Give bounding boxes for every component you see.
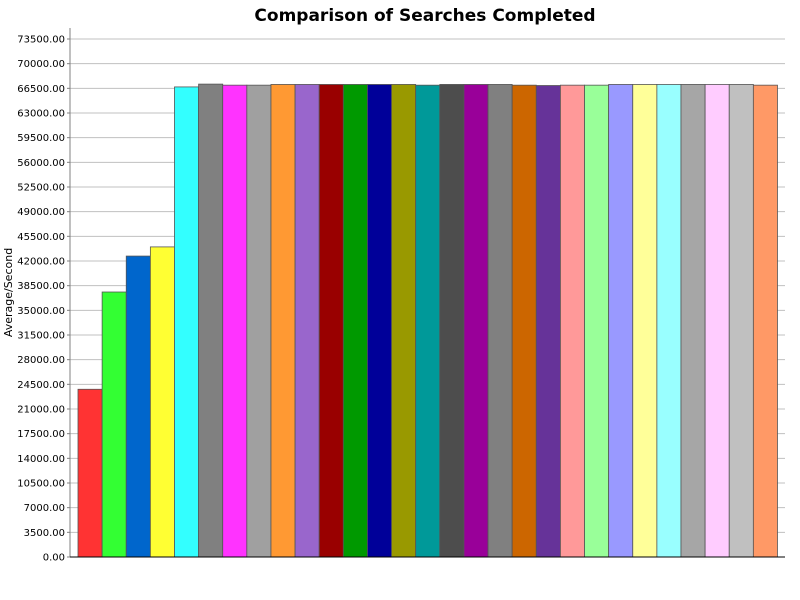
axes: [69, 28, 785, 558]
y-tick-label: 59500.00: [17, 133, 65, 144]
bar: [367, 84, 392, 558]
bar: [125, 255, 151, 558]
y-tick-label: 52500.00: [17, 183, 65, 194]
bar: [487, 84, 513, 558]
y-tick-label: 35000.00: [17, 306, 65, 317]
y-tick-label: 21000.00: [17, 405, 65, 416]
bar: [560, 84, 585, 558]
bar: [77, 388, 103, 558]
bar: [439, 84, 465, 558]
y-tick-label: 7000.00: [24, 503, 65, 514]
bar: [680, 84, 706, 558]
chart-title: Comparison of Searches Completed: [254, 6, 596, 26]
bar: [318, 84, 344, 558]
bar: [656, 84, 682, 558]
y-tick-label: 66500.00: [17, 84, 65, 95]
bar: [198, 83, 224, 558]
y-tick-label: 10500.00: [17, 479, 65, 490]
y-tick-label: 28000.00: [17, 355, 65, 366]
y-tick-label: 70000.00: [17, 59, 65, 70]
bar: [294, 84, 320, 558]
bar: [752, 84, 778, 558]
bar: [584, 84, 610, 558]
bar: [704, 84, 730, 558]
y-tick-label: 49000.00: [17, 207, 65, 218]
y-tick-label: 38500.00: [17, 281, 65, 292]
bar: [270, 84, 296, 558]
y-tick-label: 56000.00: [17, 158, 65, 169]
y-tick-label: 3500.00: [24, 528, 65, 539]
y-tick-label: 73500.00: [17, 35, 65, 46]
bar: [415, 84, 441, 558]
bars: [77, 83, 778, 558]
bar: [342, 84, 368, 558]
bar: [246, 84, 272, 558]
y-tick-label: 31500.00: [17, 331, 65, 342]
y-tick-label: 42000.00: [17, 257, 65, 268]
y-tick-label: 63000.00: [17, 109, 65, 120]
bar: [608, 84, 634, 558]
y-tick-label: 17500.00: [17, 429, 65, 440]
bar: [511, 84, 537, 558]
bar: [463, 84, 489, 558]
bar: [391, 84, 417, 558]
y-tick-label: 45500.00: [17, 232, 65, 243]
bar: [632, 84, 658, 558]
bar: [222, 84, 248, 558]
bar: [728, 84, 754, 558]
y-tick-labels: 0.00 3500.00 7000.00 10500.00 14000.00 17500.…: [17, 35, 70, 564]
bar: [535, 85, 561, 558]
y-tick-label: 0.00: [43, 553, 65, 564]
y-axis-label: Average/Second: [2, 248, 15, 337]
bar: [101, 291, 127, 558]
bar: [174, 86, 199, 558]
y-tick-label: 14000.00: [17, 454, 65, 465]
bar: [149, 246, 175, 558]
y-tick-label: 24500.00: [17, 380, 65, 391]
